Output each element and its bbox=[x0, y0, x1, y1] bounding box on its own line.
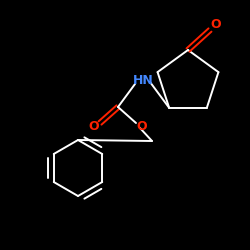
Text: O: O bbox=[89, 120, 99, 134]
Text: HN: HN bbox=[132, 74, 154, 86]
Text: O: O bbox=[137, 120, 147, 134]
Text: O: O bbox=[211, 18, 221, 32]
